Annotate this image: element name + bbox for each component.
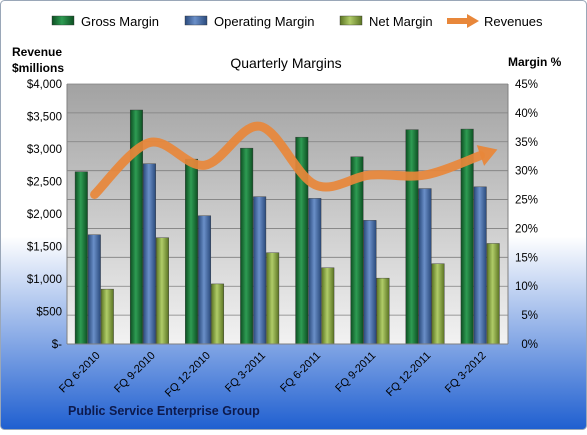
y-left-tick-label: $3,500	[27, 112, 62, 124]
y-left-axis-label-line1: Revenue	[12, 45, 62, 59]
bar-net-margin	[101, 289, 114, 344]
bar-operating-margin	[198, 216, 211, 344]
bar-gross-margin	[406, 130, 419, 344]
y-right-tick-label: 35%	[515, 137, 538, 149]
bar-operating-margin	[309, 198, 322, 344]
bar-operating-margin	[364, 220, 377, 344]
legend-label: Operating Margin	[214, 14, 314, 29]
y-right-tick-label: 0%	[521, 339, 538, 351]
bar-net-margin	[432, 264, 445, 344]
y-left-tick-label: $4,000	[27, 79, 62, 91]
y-left-axis-label-line2: $millions	[12, 61, 64, 75]
y-right-axis-label: Margin %	[508, 55, 562, 69]
bar-gross-margin	[240, 148, 253, 344]
bar-net-margin	[211, 284, 224, 344]
y-right-tick-label: 10%	[515, 281, 538, 293]
bar-operating-margin	[419, 189, 432, 344]
bar-operating-margin	[474, 187, 487, 344]
bar-gross-margin	[185, 159, 198, 344]
bar-net-margin	[377, 278, 390, 344]
bar-gross-margin	[75, 172, 88, 344]
legend-label: Net Margin	[369, 14, 433, 29]
y-left-tick-label: $2,500	[27, 177, 62, 189]
bar-operating-margin	[88, 235, 101, 344]
y-left-tick-label: $1,000	[27, 274, 62, 286]
y-right-tick-label: 5%	[521, 310, 538, 322]
bar-operating-margin	[253, 197, 266, 344]
y-left-tick-label: $3,000	[27, 144, 62, 156]
legend-swatch	[185, 16, 207, 25]
bar-net-margin	[156, 238, 169, 344]
legend-swatch	[340, 16, 362, 25]
bar-gross-margin	[351, 157, 364, 344]
y-left-tick-label: $1,500	[27, 242, 62, 254]
legend-label: Revenues	[484, 14, 543, 29]
y-left-tick-label: $500	[36, 307, 62, 319]
y-left-tick-label: $2,000	[27, 209, 62, 221]
bar-operating-margin	[143, 164, 156, 344]
y-right-tick-label: 25%	[515, 195, 538, 207]
y-right-tick-label: 15%	[515, 252, 538, 264]
bar-net-margin	[266, 253, 279, 344]
y-right-tick-label: 45%	[515, 79, 538, 91]
y-left-tick-label: $-	[52, 339, 62, 351]
bar-net-margin	[487, 243, 500, 344]
bar-net-margin	[322, 268, 335, 344]
legend-swatch	[52, 16, 74, 25]
y-right-tick-label: 20%	[515, 223, 538, 235]
company-name: Public Service Enterprise Group	[68, 404, 260, 418]
y-right-tick-label: 40%	[515, 108, 538, 120]
chart-title: Quarterly Margins	[230, 55, 341, 71]
legend-label: Gross Margin	[81, 14, 159, 29]
y-right-tick-label: 30%	[515, 166, 538, 178]
